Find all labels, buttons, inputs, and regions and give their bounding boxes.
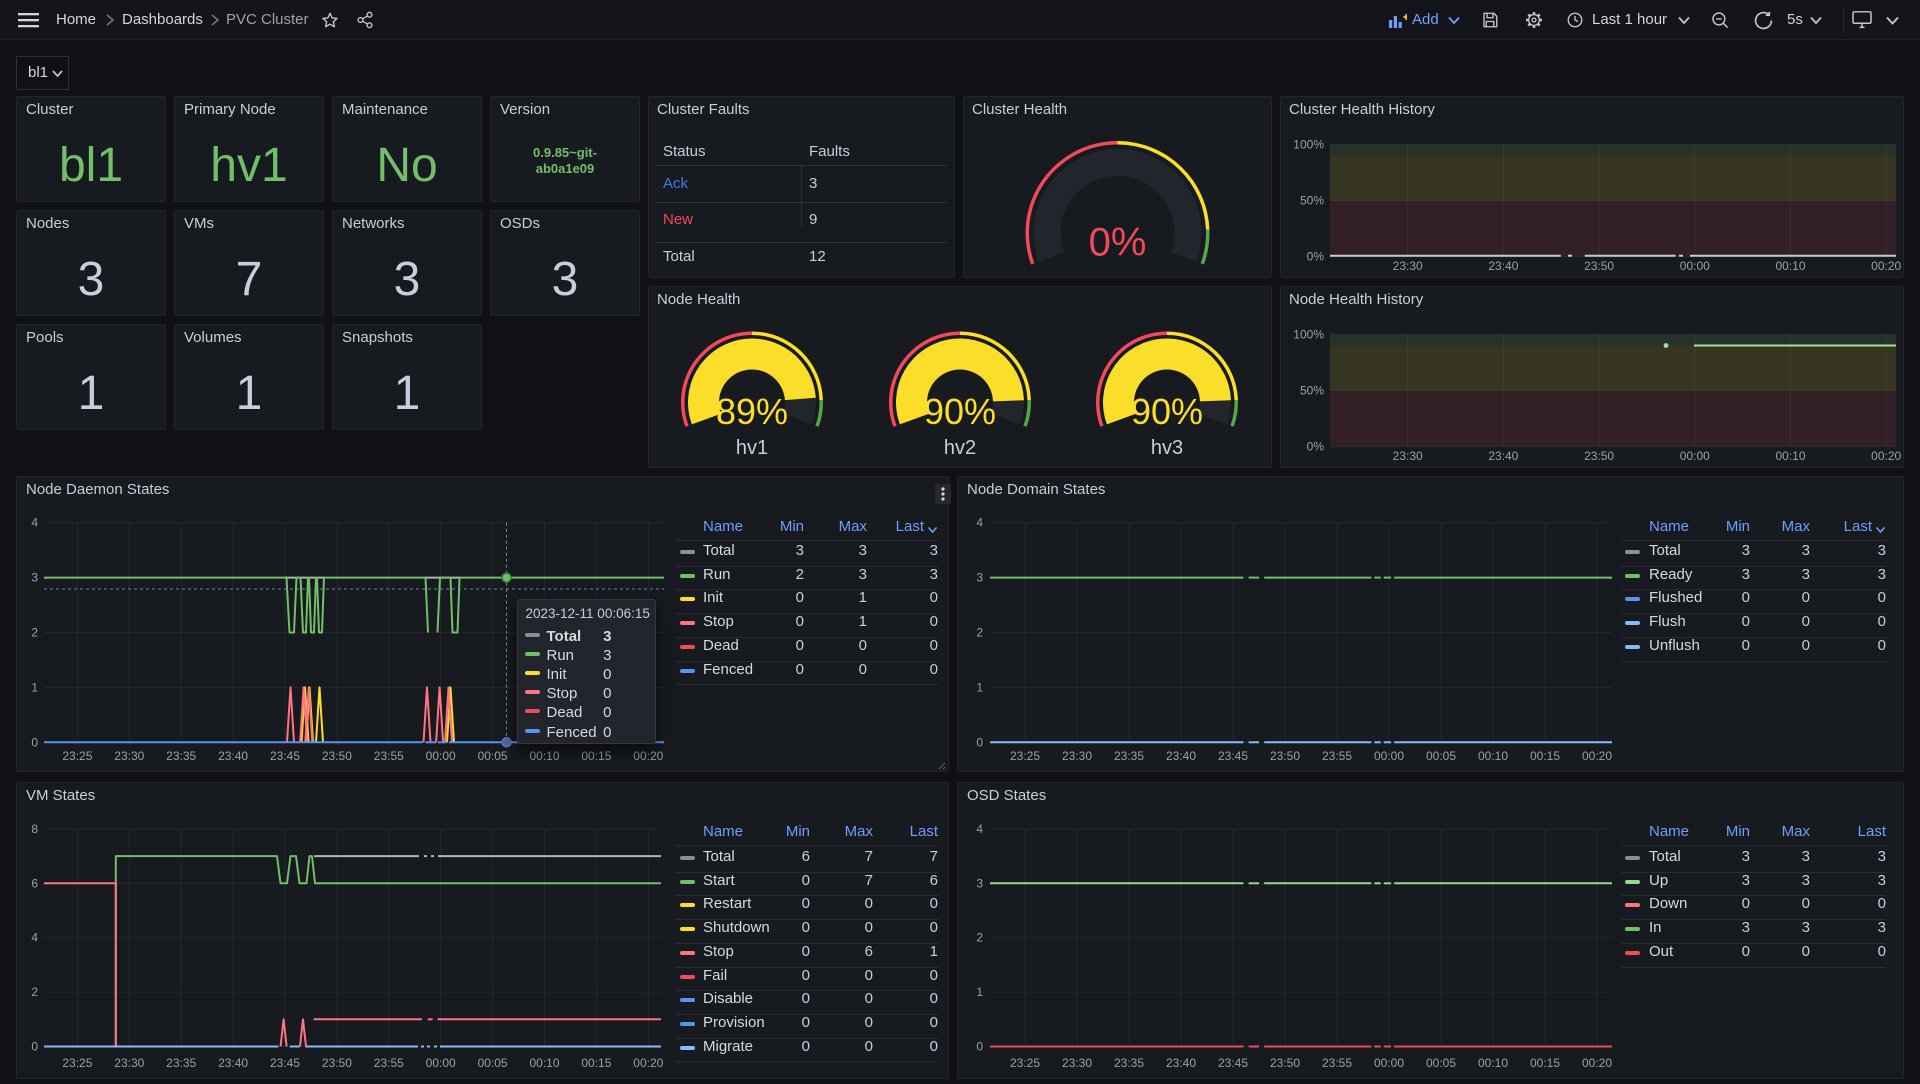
svg-text:4: 4: [31, 516, 38, 530]
svg-text:0%: 0%: [1089, 221, 1147, 265]
svg-text:23:30: 23:30: [1393, 259, 1423, 273]
svg-text:00:20: 00:20: [1582, 1056, 1612, 1070]
svg-text:23:30: 23:30: [1062, 1056, 1092, 1070]
svg-text:23:40: 23:40: [218, 1056, 248, 1070]
svg-text:23:55: 23:55: [374, 749, 404, 763]
svg-text:23:40: 23:40: [1166, 749, 1196, 763]
svg-text:00:00: 00:00: [1680, 259, 1710, 273]
svg-text:23:25: 23:25: [62, 1056, 92, 1070]
svg-text:00:10: 00:10: [1478, 1056, 1508, 1070]
svg-text:23:50: 23:50: [1584, 259, 1614, 273]
svg-text:23:25: 23:25: [1010, 1056, 1040, 1070]
svg-text:0: 0: [976, 1040, 983, 1054]
svg-text:00:00: 00:00: [426, 1056, 456, 1070]
svg-text:00:05: 00:05: [1426, 749, 1456, 763]
svg-text:hv2: hv2: [944, 437, 976, 459]
svg-text:00:15: 00:15: [581, 1056, 611, 1070]
svg-text:3: 3: [976, 571, 983, 585]
svg-text:6: 6: [31, 876, 38, 890]
svg-text:23:30: 23:30: [1062, 749, 1092, 763]
svg-text:00:10: 00:10: [529, 1056, 559, 1070]
svg-text:00:15: 00:15: [1530, 749, 1560, 763]
svg-text:23:30: 23:30: [114, 749, 144, 763]
svg-text:23:30: 23:30: [1393, 449, 1423, 463]
svg-text:2: 2: [976, 626, 983, 640]
svg-text:hv1: hv1: [736, 437, 768, 459]
svg-text:00:20: 00:20: [1871, 449, 1901, 463]
svg-text:0: 0: [31, 1040, 38, 1054]
svg-text:00:15: 00:15: [581, 749, 611, 763]
svg-text:00:10: 00:10: [1478, 749, 1508, 763]
svg-text:23:50: 23:50: [322, 749, 352, 763]
svg-text:23:45: 23:45: [270, 1056, 300, 1070]
svg-text:00:00: 00:00: [1374, 1056, 1404, 1070]
svg-text:00:20: 00:20: [633, 1056, 663, 1070]
svg-text:23:40: 23:40: [1488, 449, 1518, 463]
svg-text:00:00: 00:00: [1680, 449, 1710, 463]
svg-text:23:40: 23:40: [1166, 1056, 1196, 1070]
svg-text:23:25: 23:25: [62, 749, 92, 763]
svg-text:00:10: 00:10: [1775, 259, 1805, 273]
svg-text:hv3: hv3: [1151, 437, 1183, 459]
svg-text:1: 1: [31, 680, 38, 694]
svg-text:00:00: 00:00: [426, 749, 456, 763]
svg-text:23:50: 23:50: [1270, 1056, 1300, 1070]
svg-text:23:35: 23:35: [1114, 1056, 1144, 1070]
svg-text:23:35: 23:35: [1114, 749, 1144, 763]
svg-text:00:20: 00:20: [1871, 259, 1901, 273]
svg-text:50%: 50%: [1300, 384, 1324, 398]
svg-text:23:45: 23:45: [1218, 1056, 1248, 1070]
svg-text:23:55: 23:55: [1322, 749, 1352, 763]
svg-text:2: 2: [31, 626, 38, 640]
svg-text:23:50: 23:50: [1270, 749, 1300, 763]
svg-text:8: 8: [31, 822, 38, 836]
svg-text:23:35: 23:35: [166, 1056, 196, 1070]
svg-text:23:25: 23:25: [1010, 749, 1040, 763]
svg-text:3: 3: [31, 571, 38, 585]
svg-text:0%: 0%: [1307, 440, 1325, 454]
svg-text:0: 0: [976, 735, 983, 749]
svg-text:23:35: 23:35: [166, 749, 196, 763]
svg-text:00:05: 00:05: [1426, 1056, 1456, 1070]
svg-text:23:50: 23:50: [1584, 449, 1614, 463]
svg-text:90%: 90%: [924, 391, 996, 432]
svg-text:4: 4: [976, 516, 983, 530]
svg-text:23:30: 23:30: [114, 1056, 144, 1070]
svg-text:89%: 89%: [716, 391, 788, 432]
svg-text:23:40: 23:40: [1488, 259, 1518, 273]
svg-text:4: 4: [976, 822, 983, 836]
svg-text:4: 4: [31, 931, 38, 945]
svg-text:00:20: 00:20: [1582, 749, 1612, 763]
svg-text:2: 2: [976, 931, 983, 945]
svg-text:0%: 0%: [1307, 250, 1325, 264]
svg-text:00:20: 00:20: [633, 749, 663, 763]
svg-text:00:10: 00:10: [529, 749, 559, 763]
svg-text:23:40: 23:40: [218, 749, 248, 763]
svg-text:50%: 50%: [1300, 194, 1324, 208]
svg-text:90%: 90%: [1131, 391, 1203, 432]
svg-text:2: 2: [31, 985, 38, 999]
svg-text:00:05: 00:05: [478, 1056, 508, 1070]
svg-text:00:00: 00:00: [1374, 749, 1404, 763]
svg-text:100%: 100%: [1293, 327, 1324, 341]
svg-text:23:55: 23:55: [374, 1056, 404, 1070]
svg-text:00:10: 00:10: [1775, 449, 1805, 463]
svg-text:0: 0: [31, 735, 38, 749]
svg-text:23:55: 23:55: [1322, 1056, 1352, 1070]
svg-text:3: 3: [976, 876, 983, 890]
svg-text:00:15: 00:15: [1530, 1056, 1560, 1070]
svg-text:1: 1: [976, 680, 983, 694]
svg-text:23:45: 23:45: [270, 749, 300, 763]
svg-text:100%: 100%: [1293, 137, 1324, 151]
svg-text:1: 1: [976, 985, 983, 999]
svg-text:23:50: 23:50: [322, 1056, 352, 1070]
svg-text:00:05: 00:05: [478, 749, 508, 763]
svg-text:23:45: 23:45: [1218, 749, 1248, 763]
